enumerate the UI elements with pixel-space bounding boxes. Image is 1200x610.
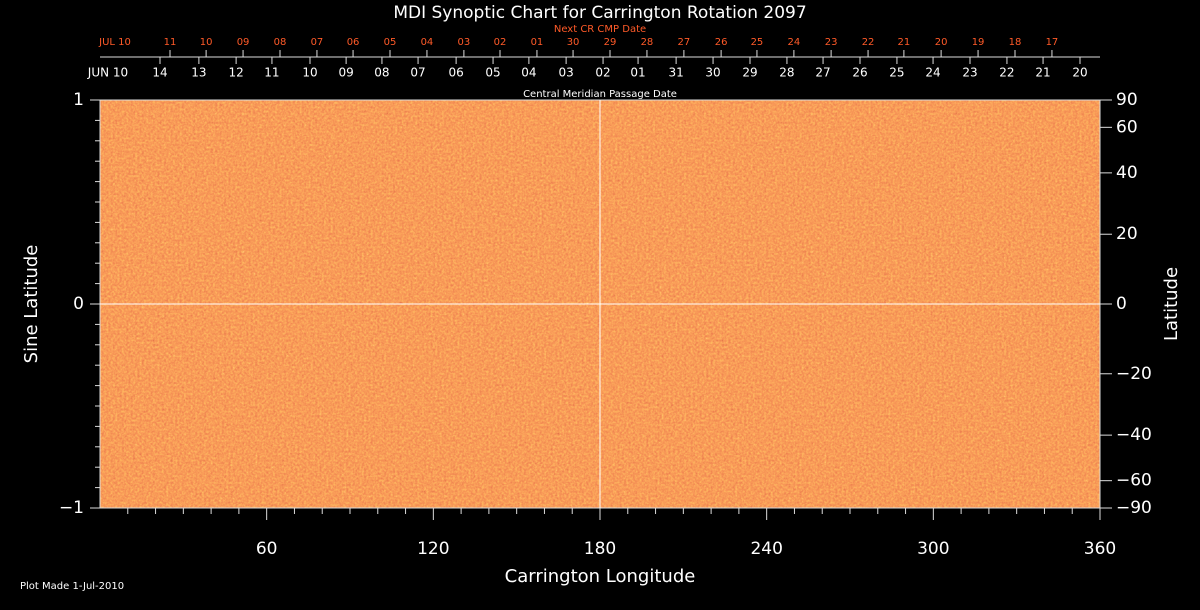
top-tick-label: 10: [302, 66, 317, 80]
top-tick-label: 22: [999, 66, 1014, 80]
top-tick-label: 03: [458, 37, 471, 48]
y2-tick-label: 40: [1116, 163, 1138, 183]
x-tick-label: 240: [750, 539, 782, 559]
top-tick-label: 14: [152, 66, 167, 80]
top-tick-label: 17: [1046, 37, 1059, 48]
top-tick-label: 07: [410, 66, 425, 80]
top-tick-label: 09: [237, 37, 250, 48]
top-tick-label: 23: [962, 66, 977, 80]
top-tick-label: 18: [1009, 37, 1022, 48]
y-tick-label: 0: [73, 294, 84, 314]
top-tick-label: 30: [567, 37, 580, 48]
top-tick-label: 11: [264, 66, 279, 80]
top-tick-label: 19: [972, 37, 985, 48]
top-tick-label: 06: [448, 66, 463, 80]
top-tick-label: 30: [705, 66, 720, 80]
top-tick-label: 28: [641, 37, 654, 48]
top-tick-label: 08: [374, 66, 389, 80]
top-tick-label: 25: [751, 37, 764, 48]
top-tick-label: 27: [815, 66, 830, 80]
x-tick-label: 60: [256, 539, 278, 559]
top-tick-label: 13: [191, 66, 206, 80]
x-tick-label: 120: [417, 539, 449, 559]
top-axis-start-label: JUN 10: [87, 66, 128, 80]
top-tick-label: 07: [311, 37, 324, 48]
top-tick-label: 06: [347, 37, 360, 48]
y2-tick-label: 90: [1116, 90, 1138, 110]
top-tick-label: 10: [200, 37, 213, 48]
y2-axis-label: Latitude: [1161, 267, 1182, 341]
top-axis-title: Next CR CMP Date: [554, 24, 646, 35]
y2-tick-label: −60: [1116, 471, 1152, 491]
top-tick-label: 24: [925, 66, 940, 80]
top-tick-label: 20: [1072, 66, 1087, 80]
x-tick-label: 360: [1084, 539, 1116, 559]
top-tick-label: 08: [274, 37, 287, 48]
top-tick-label: 03: [558, 66, 573, 80]
top-tick-label: 04: [521, 66, 536, 80]
top-tick-label: 01: [630, 66, 645, 80]
top-tick-label: 02: [595, 66, 610, 80]
top-tick-label: 12: [228, 66, 243, 80]
y2-tick-label: 60: [1116, 117, 1138, 137]
y-axis-label: Sine Latitude: [21, 245, 42, 364]
y2-tick-label: 0: [1116, 294, 1127, 314]
top-tick-label: 05: [485, 66, 500, 80]
top-tick-label: 02: [494, 37, 507, 48]
top-tick-label: 29: [742, 66, 757, 80]
x-axis-label: Carrington Longitude: [505, 566, 696, 587]
top-tick-label: 25: [889, 66, 904, 80]
top-tick-label: 20: [935, 37, 948, 48]
y-tick-label: 1: [73, 90, 84, 110]
y2-tick-label: 20: [1116, 224, 1138, 244]
top-tick-label: 05: [384, 37, 397, 48]
top-tick-label: 31: [668, 66, 683, 80]
y2-tick-label: −40: [1116, 425, 1152, 445]
y-tick-label: −1: [59, 498, 84, 518]
footnote: Plot Made 1-Jul-2010: [20, 581, 124, 592]
x-tick-label: 300: [917, 539, 949, 559]
top-tick-label: 21: [1035, 66, 1050, 80]
y2-tick-label: −20: [1116, 364, 1152, 384]
top-tick-label: 28: [779, 66, 794, 80]
top-tick-label: 27: [678, 37, 691, 48]
top-tick-label: 26: [715, 37, 728, 48]
top-tick-label: 26: [852, 66, 867, 80]
x-tick-label: 180: [584, 539, 616, 559]
top-tick-label: 23: [825, 37, 838, 48]
top-tick-label: 21: [898, 37, 911, 48]
top-tick-label: 29: [604, 37, 617, 48]
y2-tick-label: −90: [1116, 498, 1152, 518]
top-tick-label: 24: [788, 37, 801, 48]
top-axis-start-label: JUL 10: [98, 37, 131, 48]
top-tick-label: 04: [421, 37, 434, 48]
top-tick-label: 22: [862, 37, 875, 48]
top-axis-title: Central Meridian Passage Date: [523, 89, 677, 100]
top-tick-label: 11: [164, 37, 177, 48]
top-tick-label: 09: [338, 66, 353, 80]
top-tick-label: 01: [531, 37, 544, 48]
chart-title: MDI Synoptic Chart for Carrington Rotati…: [393, 3, 806, 23]
